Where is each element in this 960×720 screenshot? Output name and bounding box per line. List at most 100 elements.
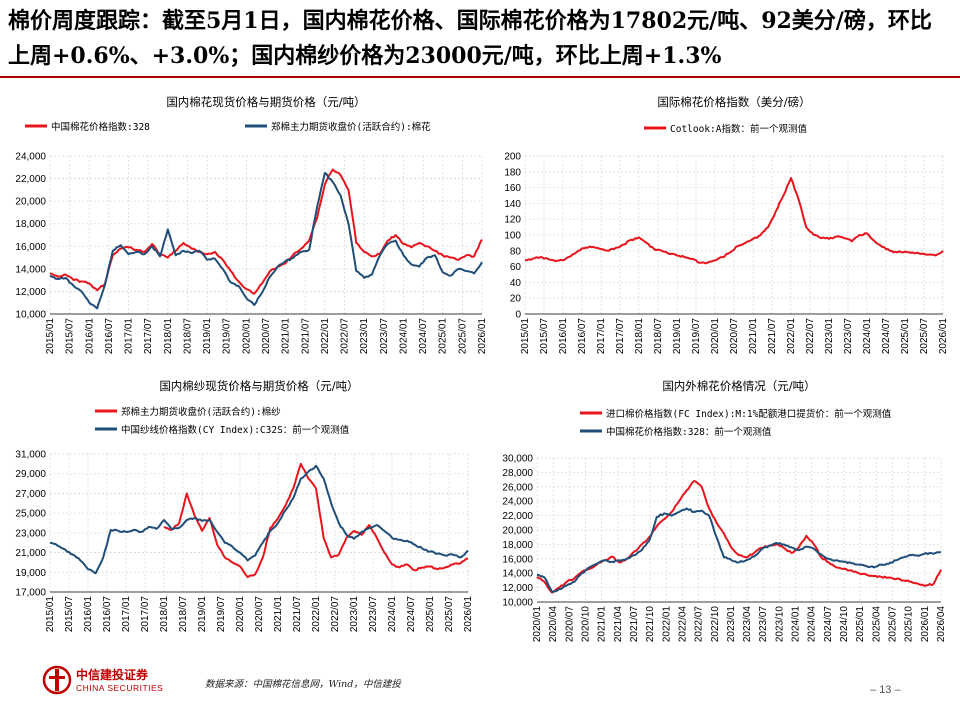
x-tick-label: 2015/07 — [64, 596, 75, 633]
series-line — [536, 507, 942, 593]
legend-label: 郑棉主力期货收盘价(活跃合约):棉花 — [271, 121, 431, 133]
y-tick-label: 18,000 — [502, 540, 533, 551]
x-tick-label: 2023/07 — [843, 318, 854, 355]
x-tick-label: 2021/01 — [273, 596, 284, 633]
y-tick-label: 20,000 — [502, 526, 533, 537]
x-tick-label: 2021/07 — [292, 596, 303, 633]
x-tick-label: 2024/01 — [398, 318, 409, 355]
x-tick-label: 2025/01 — [900, 318, 911, 355]
x-tick-label: 2017/07 — [140, 596, 151, 633]
x-tick-label: 2023/07 — [368, 596, 379, 633]
x-tick-label: 2023/01 — [349, 596, 360, 633]
y-tick-label: 17,000 — [15, 588, 46, 599]
x-tick-label: 2018/01 — [634, 318, 645, 355]
x-tick-label: 2022/07 — [340, 318, 351, 355]
x-tick-label: 2021/01 — [748, 318, 759, 355]
x-tick-label: 2025/07 — [457, 318, 468, 355]
y-tick-label: 14,000 — [502, 569, 533, 580]
x-tick-label: 2022/07 — [694, 606, 705, 643]
x-tick-label: 2023/01 — [824, 318, 835, 355]
logo-emblem-icon — [42, 665, 72, 695]
page-number-value: 13 — [879, 684, 892, 696]
x-tick-label: 2024/07 — [418, 318, 429, 355]
series-line — [49, 464, 469, 575]
y-tick-label: 14,000 — [15, 264, 46, 275]
y-tick-label: 12,000 — [15, 287, 46, 298]
x-tick-label: 2019/07 — [222, 318, 233, 355]
x-tick-label: 2022/01 — [661, 606, 672, 643]
x-tick-label: 2024/01 — [862, 318, 873, 355]
y-tick-label: 180 — [504, 167, 521, 178]
series-line — [524, 177, 944, 265]
x-tick-label: 2021/04 — [613, 606, 624, 643]
page-number: – 13 – — [870, 684, 901, 696]
y-tick-label: 27,000 — [15, 489, 46, 500]
x-tick-label: 2022/01 — [786, 318, 797, 355]
x-tick-label: 2023/10 — [774, 606, 785, 643]
y-tick-label: 31,000 — [15, 450, 46, 461]
x-tick-label: 2022/07 — [805, 318, 816, 355]
legend-label: 中国棉花价格指数:328 — [51, 121, 150, 133]
x-tick-label: 2016/07 — [104, 318, 115, 355]
x-tick-label: 2019/07 — [216, 596, 227, 633]
chart-svg: 国际棉花价格指数（美分/磅） Cotlook:A指数：前一个观测值 0 20 40 60 8… — [504, 95, 949, 355]
x-tick-label: 2016/07 — [102, 596, 113, 633]
x-tick-label: 2018/07 — [178, 596, 189, 633]
x-tick-label: 2020/01 — [532, 606, 543, 643]
x-tick-label: 2020/07 — [254, 596, 265, 633]
x-tick-label: 2025/07 — [888, 606, 899, 643]
page-title: 棉价周度跟踪：截至5月1日，国内棉花价格、国际棉花价格为17802元/吨、92美… — [8, 8, 932, 69]
x-tick-label: 2021/10 — [645, 606, 656, 643]
y-tick-label: 200 — [504, 152, 521, 163]
x-tick-label: 2022/01 — [320, 318, 331, 355]
x-tick-label: 2020/10 — [580, 606, 591, 643]
chart-domestic-cotton: 国内棉花现货价格与期货价格（元/吨） 中国棉花价格指数:328 郑棉主力期货收盘价(… — [0, 84, 485, 364]
x-tick-label: 2021/07 — [300, 318, 311, 355]
x-tick-label: 2026/01 — [477, 318, 485, 355]
legend-label: 进口棉价格指数(FC Index):M:1%配额港口提货价：前一个观测值 — [606, 408, 892, 420]
y-tick-label: 28,000 — [502, 468, 533, 479]
chart-svg: 国内外棉花价格情况（元/吨） 进口棉价格指数(FC Index):M:1%配额港口… — [502, 379, 947, 643]
x-tick-label: 2024/01 — [791, 606, 802, 643]
x-tick-label: 2020/07 — [729, 318, 740, 355]
legend-label: Cotlook:A指数：前一个观测值 — [670, 123, 807, 135]
y-tick-label: 24,000 — [502, 497, 533, 508]
chart-title: 国内棉花现货价格与期货价格（元/吨） — [166, 95, 365, 109]
x-tick-label: 2026/01 — [938, 318, 949, 355]
y-tick-label: 120 — [504, 215, 521, 226]
logo-text-en: CHINA SECURITIES — [76, 683, 164, 693]
y-tick-label: 140 — [504, 199, 521, 210]
y-tick-label: 20,000 — [15, 197, 46, 208]
x-tick-label: 2023/07 — [379, 318, 390, 355]
x-tick-label: 2020/07 — [564, 606, 575, 643]
logo-text-zh: 中信建投证券 — [76, 668, 149, 682]
x-tick-label: 2020/07 — [261, 318, 272, 355]
x-tick-label: 2016/01 — [84, 318, 95, 355]
y-tick-label: 30,000 — [502, 454, 533, 465]
x-tick-label: 2022/10 — [710, 606, 721, 643]
x-tick-label: 2025/07 — [919, 318, 930, 355]
x-tick-label: 2018/01 — [159, 596, 170, 633]
x-tick-label: 2026/01 — [920, 606, 931, 643]
y-tick-label: 24,000 — [15, 152, 46, 163]
x-tick-label: 2024/07 — [881, 318, 892, 355]
y-tick-label: 25,000 — [15, 509, 46, 520]
x-tick-label: 2025/07 — [444, 596, 455, 633]
y-tick-label: 10,000 — [15, 310, 46, 321]
chart-svg: 国内棉纱现货价格与期货价格（元/吨） 郑棉主力期货收盘价(活跃合约):棉纱中国纱线… — [15, 379, 474, 633]
x-tick-label: 2017/07 — [615, 318, 626, 355]
x-tick-label: 2019/01 — [197, 596, 208, 633]
x-tick-label: 2024/04 — [807, 606, 818, 643]
y-tick-label: 23,000 — [15, 528, 46, 539]
y-tick-label: 16,000 — [502, 554, 533, 565]
series-line — [163, 462, 469, 579]
legend-label: 郑棉主力期货收盘价(活跃合约):棉纱 — [121, 406, 281, 418]
x-tick-label: 2021/07 — [629, 606, 640, 643]
x-tick-label: 2018/07 — [653, 318, 664, 355]
x-tick-label: 2021/01 — [281, 318, 292, 355]
x-tick-label: 2023/01 — [726, 606, 737, 643]
chart-domestic-vs-intl-cotton: 国内外棉花价格情况（元/吨） 进口棉价格指数(FC Index):M:1%配额港口… — [485, 370, 960, 660]
series-line — [49, 171, 483, 310]
x-tick-label: 2017/07 — [143, 318, 154, 355]
x-tick-label: 2026/04 — [936, 606, 947, 643]
